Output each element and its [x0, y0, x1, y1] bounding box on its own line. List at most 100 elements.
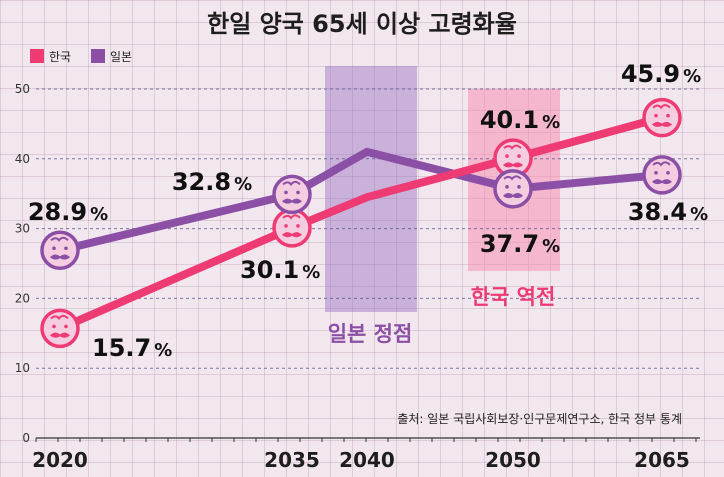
face-eye	[64, 246, 68, 251]
face-eye	[52, 324, 56, 329]
japan-data-label: 28.9%	[28, 198, 108, 226]
data-label-unit: %	[90, 204, 108, 225]
korea-face-marker	[493, 138, 533, 178]
face-hair	[503, 175, 522, 181]
face-hair	[652, 104, 671, 110]
face-hair	[50, 314, 69, 321]
legend-label-korea: 한국	[49, 50, 71, 64]
data-label-unit: %	[542, 112, 560, 133]
data-label-value: 32.8	[172, 168, 231, 196]
face-mustache	[503, 193, 523, 199]
source-note: 출처: 일본 국립사회보장·인구문제연구소, 한국 정부 통계	[397, 412, 682, 426]
face-eye	[284, 190, 288, 195]
japan-face-marker	[40, 230, 80, 270]
data-label-value: 30.1	[240, 256, 299, 284]
face-hair	[282, 214, 301, 220]
y-axis: 0 10 20 30 40 50	[15, 82, 30, 445]
japan-data-label: 32.8%	[172, 168, 252, 196]
japan-peak-label: 일본 정점	[328, 322, 413, 346]
x-axis: 2020 2035 2040 2050 2065	[32, 437, 700, 472]
y-tick-label: 10	[15, 361, 30, 375]
korea-face-marker	[272, 208, 312, 248]
japan-face-marker	[642, 155, 682, 195]
data-label-unit: %	[690, 204, 708, 225]
data-label-unit: %	[234, 174, 252, 195]
face-mustache	[50, 254, 70, 260]
face-eye	[52, 246, 56, 251]
face-head	[493, 169, 533, 209]
gridlines	[36, 88, 700, 369]
face-head	[642, 97, 682, 138]
data-label-unit: %	[542, 236, 560, 257]
data-label-value: 40.1	[480, 106, 539, 134]
legend-swatch-japan	[91, 49, 105, 63]
data-label-value: 38.4	[628, 198, 687, 226]
data-label-unit: %	[154, 340, 172, 361]
data-label-value: 45.9	[621, 60, 680, 88]
korea-data-label: 40.1%	[480, 106, 560, 134]
face-eye	[296, 190, 300, 195]
face-head	[642, 155, 682, 195]
y-tick-label: 30	[15, 222, 30, 236]
face-eye	[654, 171, 658, 175]
face-head	[40, 230, 80, 270]
legend-label-japan: 일본	[110, 50, 132, 64]
face-mustache	[282, 198, 302, 204]
data-label-unit: %	[683, 66, 701, 87]
face-head	[272, 208, 312, 248]
korea-face-marker	[642, 97, 682, 138]
face-eye	[284, 224, 288, 228]
face-hair	[282, 180, 301, 187]
face-mustache	[652, 121, 672, 127]
korea-reversal-label: 한국 역전	[471, 285, 556, 309]
japan-data-label: 37.7%	[480, 230, 560, 258]
data-label-value: 28.9	[28, 198, 87, 226]
face-head	[40, 308, 80, 349]
y-tick-label: 50	[15, 82, 30, 96]
x-tick-label: 2040	[339, 448, 395, 472]
face-mustache	[503, 162, 523, 168]
face-eye	[666, 113, 670, 118]
japan-face-marker	[272, 174, 312, 215]
face-eye	[505, 185, 509, 189]
face-hair	[503, 144, 522, 150]
legend: 한국 일본	[30, 49, 132, 64]
chart-title: 한일 양국 65세 이상 고령화율	[207, 10, 517, 38]
face-eye	[505, 154, 509, 158]
korea-data-label: 45.9%	[621, 60, 701, 88]
japan-data-label: 38.4%	[628, 198, 708, 226]
face-hair	[652, 161, 671, 167]
face-eye	[666, 171, 670, 175]
korea-data-label: 15.7%	[92, 334, 172, 362]
series-line-korea	[56, 113, 666, 333]
series-line-japan	[56, 147, 666, 255]
face-hair	[50, 236, 69, 242]
japan-face-marker	[493, 169, 533, 209]
korea-data-label: 30.1%	[240, 256, 320, 284]
x-tick-label: 2065	[634, 448, 690, 472]
data-label-value: 37.7	[480, 230, 539, 258]
y-tick-label: 20	[15, 291, 30, 305]
series-lines	[56, 113, 666, 333]
face-eye	[296, 224, 300, 228]
y-tick-label: 40	[15, 152, 30, 166]
face-eye	[517, 185, 521, 189]
face-eye	[654, 113, 658, 118]
x-tick-label: 2050	[485, 448, 541, 472]
face-mustache	[652, 179, 672, 185]
face-mustache	[282, 232, 302, 238]
x-tick-label: 2035	[264, 448, 320, 472]
series-markers	[40, 97, 682, 349]
face-eye	[64, 324, 68, 329]
face-mustache	[50, 332, 70, 338]
data-label-value: 15.7	[92, 334, 151, 362]
x-tick-label: 2020	[32, 448, 88, 472]
data-labels: 15.7 %30.1 %40.1 %45.9 %28.9 %32.8 %37.7 %38.4%	[28, 60, 708, 362]
face-eye	[517, 154, 521, 158]
legend-swatch-korea	[30, 49, 44, 63]
y-tick-label: 0	[22, 431, 30, 445]
korea-face-marker	[40, 308, 80, 349]
face-head	[272, 174, 312, 215]
